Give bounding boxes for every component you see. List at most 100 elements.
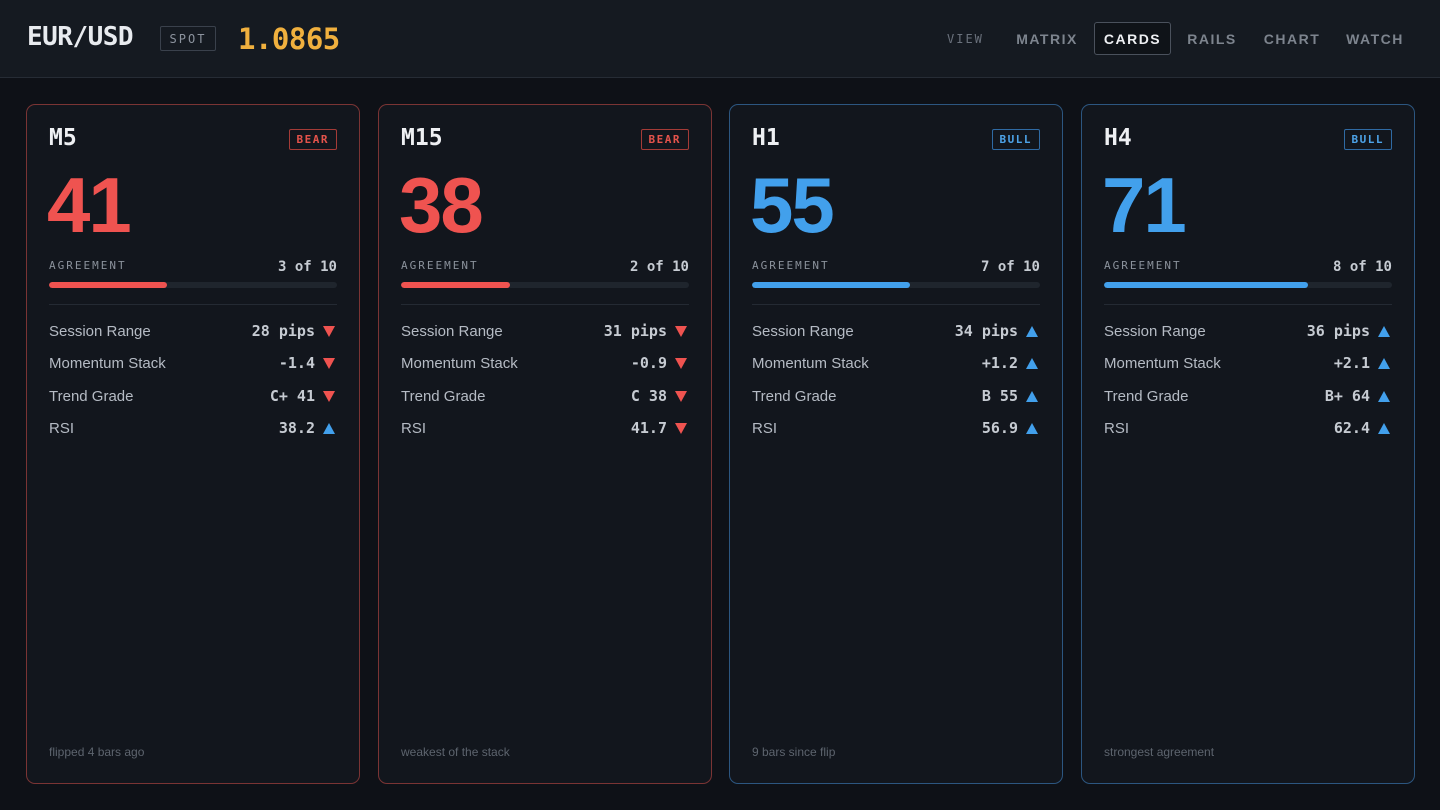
metric-name: Momentum Stack [49,355,166,373]
agreement-label: AGREEMENT [752,259,830,272]
metric-row: Momentum Stack -1.4 [49,351,337,383]
metric-value: 34 pips [954,322,1018,340]
card-footnote: weakest of the stack [401,745,510,759]
metric-value: 31 pips [603,322,667,340]
triangle-up-icon [1026,358,1038,370]
score-value: 41 [47,161,132,249]
bias-badge: BEAR [640,129,689,150]
metric-value: 38.2 [278,419,315,438]
metric-row: Trend Grade C+ 41 [49,384,337,416]
triangle-up-icon [1026,390,1038,402]
metric-name: Trend Grade [401,387,486,405]
timeframe-card-h1[interactable]: H1 BULL 55 AGREEMENT 7 of 10 Session Ran… [729,104,1063,784]
metric-name: Session Range [1104,323,1206,340]
top-bar: EUR/USD SPOT 1.0865 VIEW MATRIX CARDS RA… [0,0,1440,78]
agreement-bar [1104,282,1392,288]
metric-name: Session Range [49,323,151,340]
divider [752,304,1040,305]
agreement-bar-fill [401,282,511,288]
triangle-down-icon [675,326,687,337]
triangle-up-icon [1026,423,1038,435]
metric-row: Session Range 31 pips [401,319,689,351]
timeframe-card-m15[interactable]: M15 BEAR 38 AGREEMENT 2 of 10 Session Ra… [378,104,712,784]
triangle-down-icon [323,390,335,402]
triangle-down-icon [675,423,687,435]
bias-badge: BEAR [288,129,337,150]
metric-value: -1.4 [278,354,315,373]
tab-label: CHART [1263,30,1321,47]
agreement-bar [752,282,1040,288]
metric-value: 62.4 [1333,419,1370,438]
metric-row: RSI 56.9 [752,416,1040,448]
metrics-list: Session Range 34 pips Momentum Stack +1.… [752,319,1040,449]
agreement-bar-fill [1104,282,1309,288]
metric-value: +2.1 [1333,354,1370,373]
agreement-bar [49,282,337,288]
agreement-bar-fill [49,282,168,288]
bias-badge: BULL [991,129,1040,150]
metric-value: 56.9 [981,419,1018,438]
view-label: VIEW [947,32,984,46]
metrics-list: Session Range 28 pips Momentum Stack -1.… [49,319,337,449]
metric-row: Trend Grade B 55 [752,384,1040,416]
metric-row: RSI 41.7 [401,416,689,448]
timeframe-label: H1 [752,125,780,151]
score-value: 38 [399,161,484,249]
metric-value: 41.7 [630,419,667,438]
metric-row: Momentum Stack -0.9 [401,351,689,383]
triangle-up-icon [1378,326,1390,337]
metric-name: Trend Grade [1104,387,1189,405]
agreement-label: AGREEMENT [49,259,127,272]
timeframe-card-m5[interactable]: M5 BEAR 41 AGREEMENT 3 of 10 Session Ran… [26,104,360,784]
bias-badge: BULL [1343,129,1392,150]
triangle-up-icon [323,423,335,435]
tab-label: WATCH [1346,30,1404,47]
metric-name: Momentum Stack [1104,355,1221,373]
metric-name: Momentum Stack [401,355,518,373]
metric-row: RSI 62.4 [1104,416,1392,448]
instrument-pair: EUR/USD [27,22,134,52]
tab-label: RAILS [1187,30,1237,47]
triangle-down-icon [675,390,687,402]
metric-value: +1.2 [981,354,1018,373]
tab-cards[interactable]: CARDS [1094,22,1171,55]
tab-chart[interactable]: CHART [1259,22,1325,55]
metric-name: Session Range [752,323,854,340]
score-value: 55 [750,161,835,249]
agreement-label: AGREEMENT [1104,259,1182,272]
metrics-list: Session Range 31 pips Momentum Stack -0.… [401,319,689,449]
metric-name: Session Range [401,323,503,340]
spot-price: 1.0865 [238,22,340,56]
tab-watch[interactable]: WATCH [1341,22,1409,55]
triangle-down-icon [323,358,335,370]
agreement-count: 7 of 10 [980,259,1040,275]
card-footnote: 9 bars since flip [752,745,836,759]
tab-label: CARDS [1103,30,1162,47]
triangle-up-icon [1378,390,1390,402]
metric-name: Trend Grade [49,387,134,405]
metric-row: Trend Grade C 38 [401,384,689,416]
metric-row: RSI 38.2 [49,416,337,448]
metric-name: Momentum Stack [752,355,869,373]
metric-name: RSI [401,420,427,438]
metric-name: RSI [752,420,778,438]
tab-label: MATRIX [1016,30,1078,47]
metric-value: C+ 41 [269,386,315,405]
agreement-count: 3 of 10 [277,259,337,275]
metric-row: Session Range 34 pips [752,319,1040,351]
agreement-count: 2 of 10 [629,259,689,275]
score-value: 71 [1102,161,1187,249]
tab-matrix[interactable]: MATRIX [1012,22,1082,55]
tab-rails[interactable]: RAILS [1182,22,1242,55]
metric-row: Session Range 36 pips [1104,319,1392,351]
triangle-up-icon [1026,326,1038,337]
agreement-label: AGREEMENT [401,259,479,272]
agreement-count: 8 of 10 [1332,259,1392,275]
timeframe-label: M5 [49,125,77,151]
triangle-down-icon [323,326,335,337]
metric-value: B+ 64 [1324,386,1370,405]
metric-value: 36 pips [1306,322,1370,340]
timeframe-card-h4[interactable]: H4 BULL 71 AGREEMENT 8 of 10 Session Ran… [1081,104,1415,784]
metrics-list: Session Range 36 pips Momentum Stack +2.… [1104,319,1392,449]
metric-value: -0.9 [630,354,667,373]
